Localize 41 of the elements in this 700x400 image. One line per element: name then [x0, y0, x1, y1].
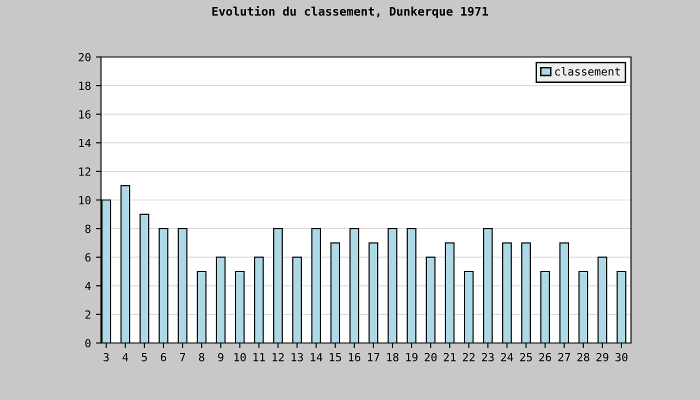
x-tick-label: 20: [424, 352, 437, 362]
x-tick-label: 24: [501, 352, 514, 362]
x-tick-label: 6: [160, 352, 166, 362]
x-tick-label: 21: [444, 352, 456, 362]
x-tick-label: 3: [104, 352, 109, 362]
y-tick-label: 2: [85, 310, 90, 319]
x-tick-label: 29: [596, 352, 608, 362]
x-tick-label: 13: [292, 352, 303, 362]
chart-title: Evolution du classement, Dunkerque 1971: [212, 6, 488, 18]
y-tick-label: 20: [78, 53, 91, 62]
x-tick-label: 14: [310, 353, 322, 362]
x-tick-label: 10: [234, 352, 246, 362]
x-tick-label: 25: [520, 352, 532, 362]
x-tick-label: 30: [616, 352, 628, 362]
x-tick-label: 22: [462, 352, 475, 362]
x-tick-label: 12: [272, 352, 284, 362]
x-tick-label: 17: [368, 353, 380, 362]
x-tick-label: 16: [348, 352, 360, 362]
y-tick-label: 8: [85, 224, 91, 234]
x-tick-label: 28: [577, 352, 590, 362]
x-tick-label: 4: [122, 353, 128, 362]
y-tick-label: 14: [79, 138, 91, 148]
y-tick-label: 18: [79, 82, 91, 90]
y-tick-label: 16: [79, 110, 91, 119]
y-tick-label: 12: [79, 167, 90, 176]
y-tick-label: 0: [85, 339, 91, 348]
x-tick-label: 18: [387, 352, 398, 362]
x-tick-label: 19: [406, 352, 418, 362]
y-tick-label: 10: [79, 196, 91, 204]
y-tick-label: 4: [85, 282, 91, 290]
x-tick-label: 7: [180, 353, 186, 362]
y-tick-label: 6: [85, 253, 91, 262]
x-tick-label: 8: [199, 352, 204, 362]
x-tick-label: 11: [254, 353, 265, 362]
x-tick-label: 15: [330, 353, 342, 362]
x-tick-label: 26: [539, 352, 552, 362]
x-tick-label: 5: [142, 353, 147, 362]
x-tick-label: 27: [558, 352, 570, 362]
x-tick-label: 9: [218, 352, 224, 362]
legend-label: classement: [555, 67, 620, 76]
x-tick-label: 23: [482, 352, 494, 362]
